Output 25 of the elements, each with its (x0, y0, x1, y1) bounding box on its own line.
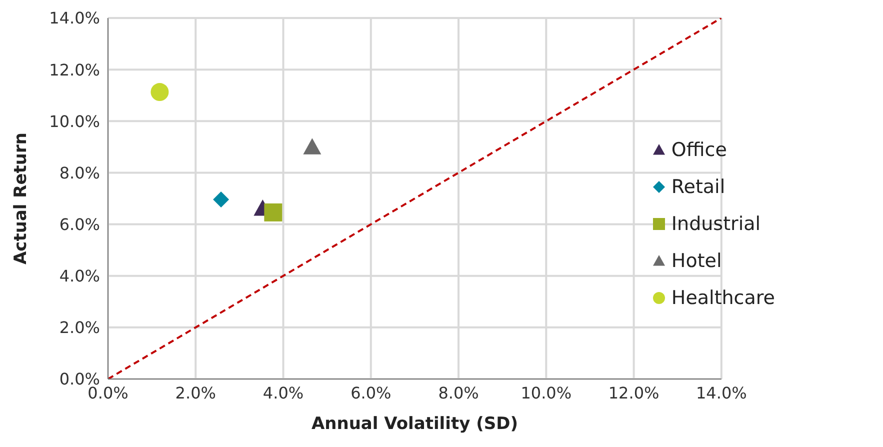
legend-label: Retail (671, 176, 726, 198)
x-tick-label: 6.0% (350, 383, 392, 402)
point (150, 83, 169, 102)
x-tick-label: 12.0% (608, 383, 660, 402)
y-tick-label: 6.0% (59, 214, 100, 234)
y-tick-label: 10.0% (49, 112, 100, 131)
legend-label: Office (671, 138, 727, 160)
x-axis-title: Annual Volatility (SD) (311, 414, 518, 434)
x-tick-label: 14.0% (696, 383, 747, 402)
x-tick-label: 2.0% (175, 383, 216, 402)
point (303, 138, 322, 154)
y-tick-label: 8.0% (59, 163, 100, 182)
y-tick-label: 12.0% (49, 60, 100, 80)
legend-label: Healthcare (671, 286, 775, 308)
y-tick-label: 14.0% (49, 8, 100, 28)
point (213, 192, 230, 208)
y-axis-title: Actual Return (11, 132, 32, 265)
y-tick-label: 2.0% (59, 318, 100, 338)
legend-label: Industrial (671, 212, 761, 234)
legend-label: Hotel (671, 250, 722, 272)
x-tick-label: 8.0% (438, 383, 479, 402)
x-tick-label: 10.0% (520, 383, 572, 402)
x-tick-label: 4.0% (262, 383, 304, 402)
point (264, 203, 282, 222)
y-tick-label: 4.0% (59, 266, 100, 286)
